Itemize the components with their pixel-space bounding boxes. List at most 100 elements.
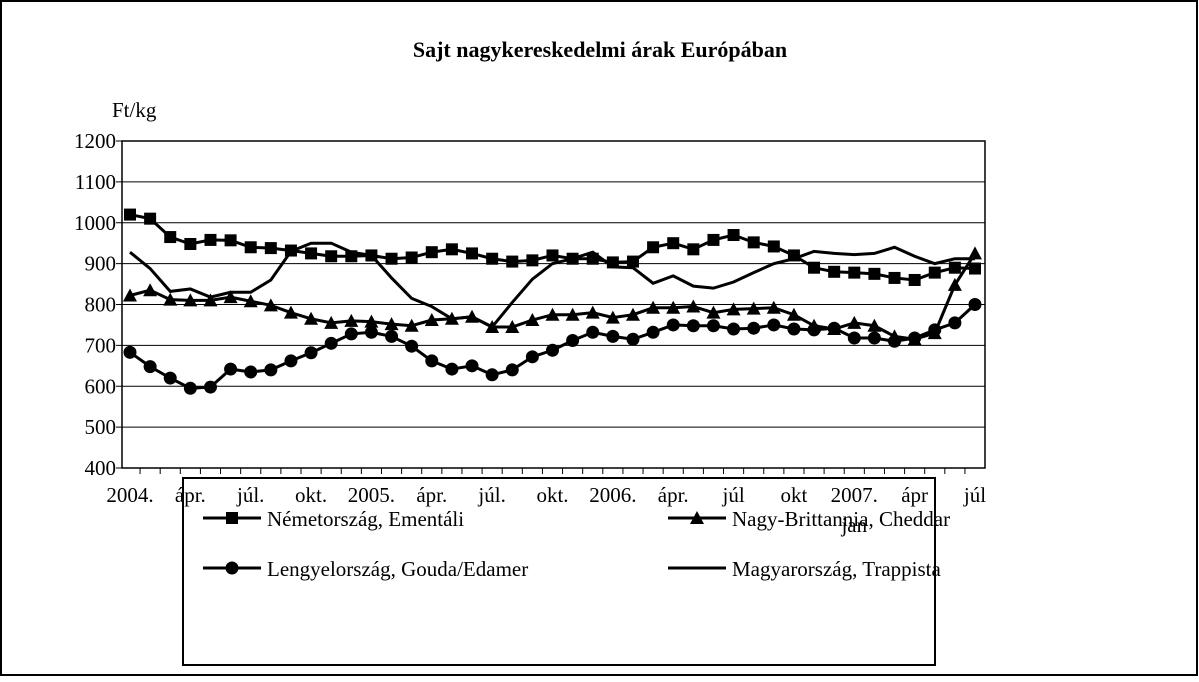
legend-label: Lengyelország, Gouda/Edamer	[267, 557, 528, 581]
point-marker	[284, 354, 298, 368]
point-marker	[325, 250, 338, 263]
point-marker	[143, 360, 157, 374]
point-marker	[867, 318, 882, 332]
point-marker	[223, 290, 238, 304]
point-marker	[163, 371, 177, 385]
point-marker	[625, 307, 640, 321]
point-marker	[183, 381, 197, 395]
x-tick-label: 2004.	[106, 483, 153, 507]
point-marker	[404, 318, 419, 332]
point-marker	[424, 313, 439, 327]
point-marker	[264, 363, 278, 377]
point-marker	[405, 339, 419, 353]
point-marker	[546, 249, 559, 262]
point-marker	[726, 302, 741, 316]
legend-marker	[226, 512, 238, 524]
point-marker	[445, 243, 458, 256]
point-marker	[506, 255, 519, 268]
point-marker	[425, 354, 439, 368]
point-marker	[364, 325, 378, 339]
legend-label: Nagy-Brittannia, Cheddar	[732, 507, 950, 531]
y-tick-label: 1000	[74, 211, 116, 235]
y-axis-label: Ft/kg	[112, 98, 157, 122]
point-marker	[204, 233, 217, 246]
point-marker	[928, 266, 941, 279]
point-marker	[344, 327, 358, 341]
point-marker	[244, 241, 257, 254]
point-marker	[969, 262, 981, 275]
x-tick-label: okt.	[536, 483, 568, 507]
point-marker	[264, 242, 277, 255]
point-marker	[968, 246, 982, 260]
x-tick-label: júl.	[477, 483, 505, 507]
x-tick-label: 2007. jan	[831, 483, 878, 537]
point-marker	[123, 288, 137, 302]
point-marker	[445, 362, 459, 376]
point-marker	[947, 277, 962, 291]
x-tick-label: júl	[963, 483, 986, 507]
point-marker	[143, 283, 158, 297]
point-marker	[687, 243, 700, 256]
series-line	[129, 241, 975, 329]
point-marker	[525, 313, 540, 327]
point-marker	[827, 321, 841, 335]
point-marker	[585, 305, 600, 319]
point-marker	[606, 329, 620, 343]
point-marker	[224, 234, 237, 247]
point-marker	[807, 323, 821, 337]
legend-label: Németország, Ementáli	[267, 507, 464, 531]
x-tick-label: 2006.	[589, 483, 636, 507]
point-marker	[283, 305, 298, 319]
point-marker	[344, 313, 359, 327]
x-tick-label: ápr.	[416, 483, 447, 507]
point-marker	[666, 300, 681, 314]
point-marker	[505, 363, 519, 377]
point-marker	[526, 254, 539, 267]
point-marker	[565, 307, 580, 321]
point-marker	[928, 323, 942, 337]
y-tick-label: 400	[85, 456, 117, 480]
y-tick-label: 600	[85, 374, 117, 398]
point-marker	[808, 261, 821, 274]
point-marker	[124, 208, 136, 221]
y-tick-label: 900	[85, 252, 117, 276]
point-marker	[425, 246, 438, 259]
point-marker	[888, 271, 901, 284]
point-marker	[647, 241, 660, 254]
point-marker	[948, 316, 962, 330]
point-marker	[766, 300, 781, 314]
y-tick-label: 500	[85, 415, 117, 439]
point-marker	[324, 315, 339, 329]
point-marker	[908, 331, 922, 345]
point-marker	[123, 345, 137, 359]
point-marker	[263, 298, 278, 312]
point-marker	[566, 333, 580, 347]
point-marker	[465, 359, 479, 373]
point-marker	[727, 322, 741, 336]
y-tick-label: 800	[85, 293, 117, 317]
point-marker	[888, 334, 902, 348]
point-marker	[505, 319, 520, 333]
point-marker	[787, 322, 801, 336]
point-marker	[486, 252, 499, 265]
point-marker	[586, 325, 600, 339]
point-marker	[385, 252, 398, 265]
point-marker	[546, 343, 559, 357]
point-marker	[646, 300, 661, 314]
x-tick-label: okt	[781, 483, 808, 507]
x-tick-label: okt.	[295, 483, 327, 507]
point-marker	[767, 318, 781, 332]
legend-box	[182, 477, 936, 666]
x-tick-label: 2005.	[348, 483, 395, 507]
point-marker	[707, 233, 720, 246]
x-tick-label: ápr.	[658, 483, 689, 507]
point-marker	[868, 267, 881, 280]
legend-marker	[225, 561, 239, 575]
point-marker	[948, 261, 961, 274]
legend-label: Magyarország, Trappista	[732, 557, 941, 581]
point-marker	[184, 238, 197, 251]
y-tick-label: 1100	[75, 170, 116, 194]
point-marker	[908, 273, 921, 286]
point-marker	[384, 317, 399, 331]
x-tick-label: ápr.	[175, 483, 206, 507]
